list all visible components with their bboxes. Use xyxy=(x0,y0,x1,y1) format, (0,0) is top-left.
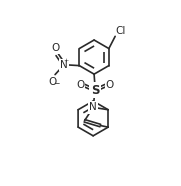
Text: O: O xyxy=(51,43,60,53)
Text: S: S xyxy=(91,84,99,97)
Text: N: N xyxy=(60,60,68,70)
Text: O: O xyxy=(105,80,113,89)
Text: O: O xyxy=(77,80,85,89)
Text: N: N xyxy=(89,102,97,112)
Text: O: O xyxy=(49,77,57,87)
Text: +: + xyxy=(64,58,69,63)
Text: −: − xyxy=(53,79,60,88)
Text: Cl: Cl xyxy=(116,26,126,36)
